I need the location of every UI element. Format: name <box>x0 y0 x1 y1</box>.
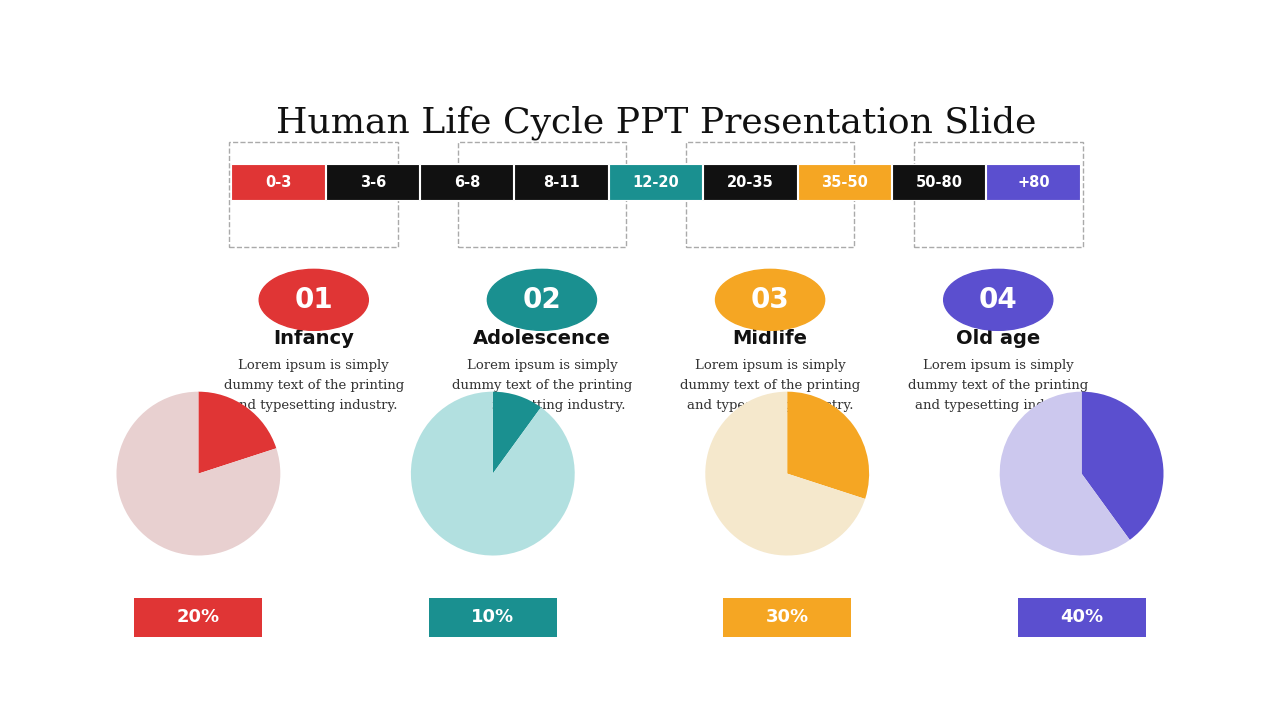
Text: 8-11: 8-11 <box>543 174 580 189</box>
Text: 40%: 40% <box>1060 608 1103 626</box>
Text: Lorem ipsum is simply
dummy text of the printing
and typesetting industry.: Lorem ipsum is simply dummy text of the … <box>224 359 404 413</box>
Circle shape <box>716 269 824 330</box>
Text: 04: 04 <box>979 286 1018 314</box>
Wedge shape <box>1000 392 1130 556</box>
Text: Midlife: Midlife <box>732 329 808 348</box>
FancyBboxPatch shape <box>326 164 419 200</box>
Wedge shape <box>705 392 865 556</box>
Text: Human Life Cycle PPT Presentation Slide: Human Life Cycle PPT Presentation Slide <box>275 105 1037 140</box>
Circle shape <box>488 269 596 330</box>
Text: 12-20: 12-20 <box>632 174 680 189</box>
Text: Old age: Old age <box>956 329 1041 348</box>
FancyBboxPatch shape <box>134 598 262 637</box>
Text: +80: +80 <box>1018 174 1050 189</box>
Text: 02: 02 <box>522 286 562 314</box>
FancyBboxPatch shape <box>420 164 513 200</box>
Wedge shape <box>411 392 575 556</box>
FancyBboxPatch shape <box>892 164 986 200</box>
Text: 20%: 20% <box>177 608 220 626</box>
FancyBboxPatch shape <box>429 598 557 637</box>
Text: 0-3: 0-3 <box>265 174 292 189</box>
FancyBboxPatch shape <box>609 164 703 200</box>
FancyBboxPatch shape <box>515 164 608 200</box>
Circle shape <box>259 269 369 330</box>
Wedge shape <box>198 392 276 474</box>
Text: Lorem ipsum is simply
dummy text of the printing
and typesetting industry.: Lorem ipsum is simply dummy text of the … <box>452 359 632 413</box>
Wedge shape <box>493 392 541 474</box>
Text: Adolescence: Adolescence <box>474 329 611 348</box>
Text: 01: 01 <box>294 286 333 314</box>
Text: 35-50: 35-50 <box>822 174 868 189</box>
Text: 50-80: 50-80 <box>915 174 963 189</box>
Text: 10%: 10% <box>471 608 515 626</box>
Wedge shape <box>1082 392 1164 540</box>
Text: Lorem ipsum is simply
dummy text of the printing
and typesetting industry.: Lorem ipsum is simply dummy text of the … <box>908 359 1088 413</box>
Text: 30%: 30% <box>765 608 809 626</box>
FancyBboxPatch shape <box>723 598 851 637</box>
Text: 20-35: 20-35 <box>727 174 773 189</box>
Text: Lorem ipsum is simply
dummy text of the printing
and typesetting industry.: Lorem ipsum is simply dummy text of the … <box>680 359 860 413</box>
Wedge shape <box>116 392 280 556</box>
Text: 6-8: 6-8 <box>454 174 480 189</box>
FancyBboxPatch shape <box>703 164 796 200</box>
FancyBboxPatch shape <box>232 164 325 200</box>
Text: Infancy: Infancy <box>274 329 355 348</box>
Text: 03: 03 <box>750 286 790 314</box>
Wedge shape <box>787 392 869 499</box>
FancyBboxPatch shape <box>797 164 891 200</box>
Text: 3-6: 3-6 <box>360 174 387 189</box>
FancyBboxPatch shape <box>986 164 1079 200</box>
FancyBboxPatch shape <box>1018 598 1146 637</box>
Circle shape <box>943 269 1053 330</box>
